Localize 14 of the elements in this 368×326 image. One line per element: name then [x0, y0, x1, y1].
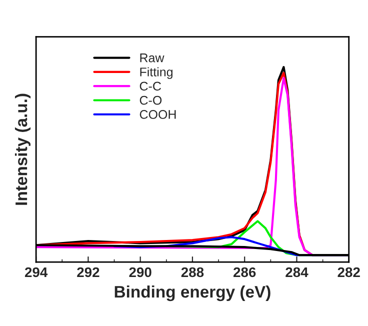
x-tick-label: 290 [129, 267, 152, 278]
x-tick-label: 286 [233, 267, 256, 278]
legend-label: C-O [140, 96, 162, 105]
legend-label: COOH [140, 110, 176, 119]
legend-label: C-C [140, 82, 161, 91]
x-tick-label: 282 [338, 267, 360, 278]
x-tick-label: 288 [181, 267, 204, 278]
x-tick-label: 294 [24, 267, 48, 278]
x-tick-label: 292 [77, 267, 100, 278]
x-axis-title: Binding energy (eV) [114, 285, 270, 302]
legend-label: Raw [140, 54, 164, 62]
y-axis-title: Intensity (a.u.) [14, 94, 31, 205]
legend-label: Fitting [140, 67, 172, 79]
x-tick-label: 284 [286, 267, 308, 278]
